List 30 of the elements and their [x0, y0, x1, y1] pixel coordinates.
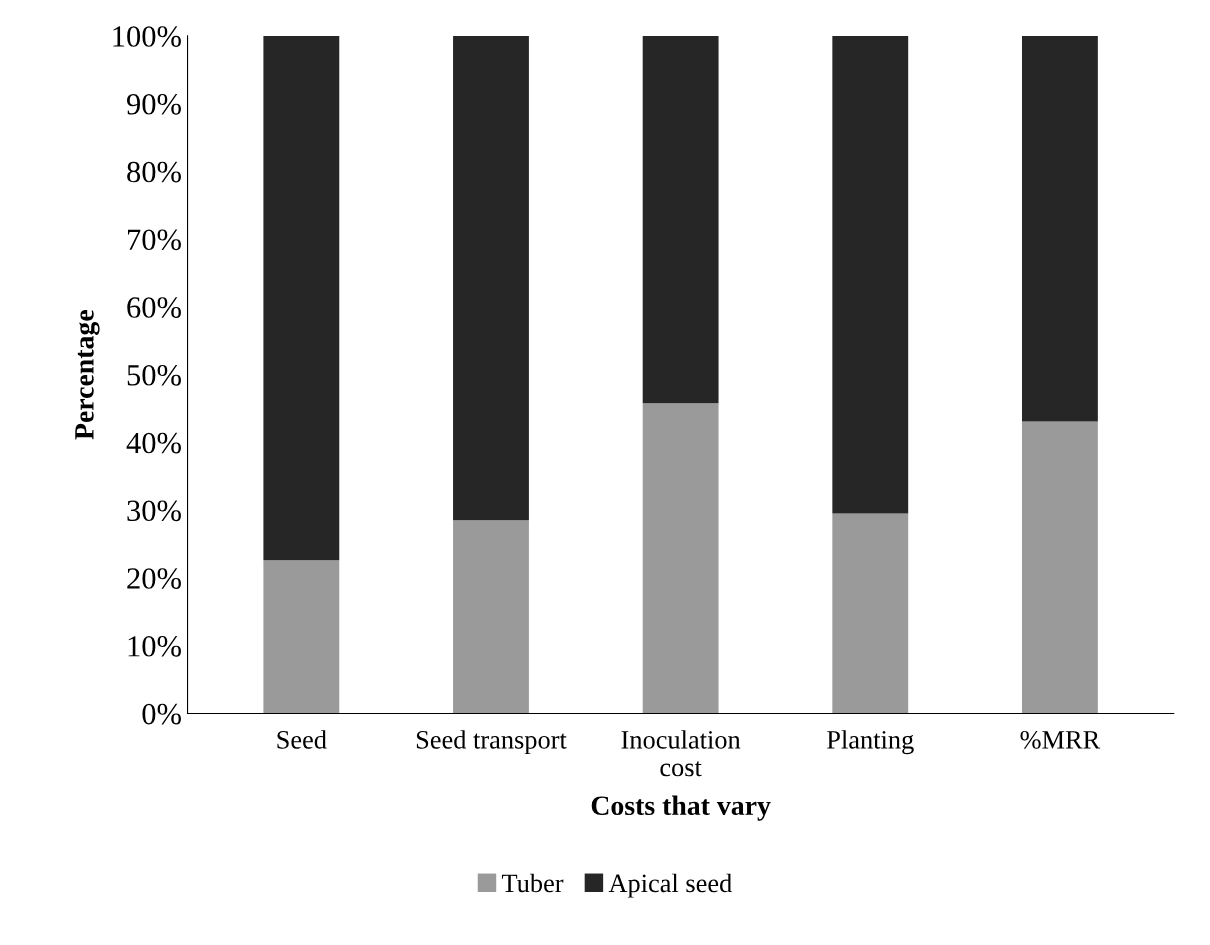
y-axis-title: Percentage	[75, 310, 100, 440]
y-tick-label: 50%	[127, 364, 181, 386]
y-tick-label: 90%	[126, 93, 181, 115]
y-tick-label: 70%	[128, 229, 181, 251]
x-tick-label: Seed	[277, 730, 327, 749]
bar	[642, 403, 719, 714]
y-tick-label: 40%	[126, 432, 181, 454]
x-tick-label: Seed transport	[416, 730, 567, 755]
bar	[1021, 35, 1098, 422]
bar	[832, 513, 909, 714]
bar	[453, 35, 529, 521]
x-tick-label: Inoculation cost	[621, 730, 741, 777]
bar	[263, 560, 340, 714]
bar	[642, 35, 719, 404]
x-axis-title: Costs that vary	[591, 795, 771, 821]
bar	[453, 520, 529, 714]
y-tick-label: 0%	[142, 703, 181, 725]
y-tick-label: 80%	[127, 161, 181, 183]
x-tick-label: Planting	[827, 730, 914, 755]
legend-label: Apical seed	[608, 873, 732, 898]
x-tick-label: %MRR	[1020, 730, 1101, 749]
bar	[1021, 421, 1098, 714]
y-tick-label: 100%	[113, 26, 181, 47]
y-tick-label: 10%	[128, 636, 181, 657]
legend-label: Tuber	[501, 873, 564, 893]
y-tick-label: 60%	[127, 297, 181, 318]
bar	[263, 35, 340, 561]
bar	[832, 35, 909, 514]
y-tick-label: 20%	[127, 568, 181, 589]
y-tick-label: 30%	[127, 500, 181, 522]
